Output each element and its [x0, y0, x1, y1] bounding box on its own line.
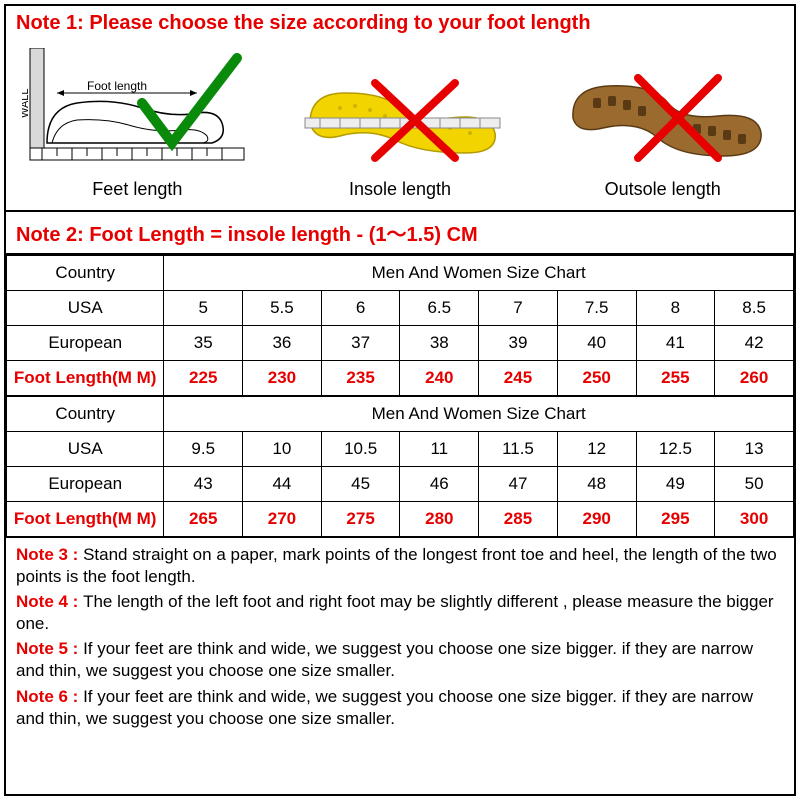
size-table-0: CountryMen And Women Size ChartUSA55.566…	[6, 255, 794, 396]
table-row: USA55.566.577.588.5	[7, 291, 794, 326]
row-label: USA	[7, 291, 164, 326]
size-cell: 8	[636, 291, 715, 326]
feet-length-illustration: WALL Fo	[22, 48, 252, 173]
size-cell: 7.5	[557, 291, 636, 326]
size-cell: 6.5	[400, 291, 479, 326]
size-cell: 225	[164, 361, 243, 396]
note-2: Note 2: Foot Length = insole length - (1…	[6, 212, 794, 255]
table-row: Foot Length(M M)225230235240245250255260	[7, 361, 794, 396]
diagram-insole: Insole length	[269, 37, 532, 210]
size-cell: 280	[400, 502, 479, 537]
outsole-label: Outsole length	[605, 179, 721, 200]
notes-block: Note 3 : Stand straight on a paper, mark…	[6, 537, 794, 739]
size-cell: 260	[715, 361, 794, 396]
size-cell: 48	[557, 467, 636, 502]
row-label: USA	[7, 432, 164, 467]
size-cell: 11.5	[479, 432, 558, 467]
size-cell: 36	[243, 326, 322, 361]
size-cell: 11	[400, 432, 479, 467]
row-label: Foot Length(M M)	[7, 361, 164, 396]
size-cell: 285	[479, 502, 558, 537]
size-cell: 44	[243, 467, 322, 502]
chart-title: Men And Women Size Chart	[164, 256, 794, 291]
size-cell: 43	[164, 467, 243, 502]
note-label: Note 3 :	[16, 545, 83, 564]
size-cell: 235	[321, 361, 400, 396]
size-cell: 12	[557, 432, 636, 467]
size-cell: 35	[164, 326, 243, 361]
row-label: European	[7, 467, 164, 502]
size-cell: 7	[479, 291, 558, 326]
insole-label: Insole length	[349, 179, 451, 200]
size-cell: 12.5	[636, 432, 715, 467]
size-cell: 5.5	[243, 291, 322, 326]
size-cell: 38	[400, 326, 479, 361]
diagram-outsole: Outsole length	[531, 37, 794, 210]
size-cell: 300	[715, 502, 794, 537]
note-label: Note 5 :	[16, 639, 83, 658]
size-cell: 245	[479, 361, 558, 396]
table-row: USA9.51010.51111.51212.513	[7, 432, 794, 467]
size-chart-container: Note 1: Please choose the size according…	[4, 4, 796, 796]
size-cell: 47	[479, 467, 558, 502]
size-cell: 42	[715, 326, 794, 361]
size-cell: 46	[400, 467, 479, 502]
country-header: Country	[7, 397, 164, 432]
size-cell: 50	[715, 467, 794, 502]
size-cell: 49	[636, 467, 715, 502]
size-cell: 13	[715, 432, 794, 467]
chart-title: Men And Women Size Chart	[164, 397, 794, 432]
size-cell: 8.5	[715, 291, 794, 326]
feet-label: Feet length	[92, 179, 182, 200]
row-label: European	[7, 326, 164, 361]
size-cell: 10.5	[321, 432, 400, 467]
size-cell: 275	[321, 502, 400, 537]
size-tables: CountryMen And Women Size ChartUSA55.566…	[6, 255, 794, 537]
table-row: European3536373839404142	[7, 326, 794, 361]
size-cell: 290	[557, 502, 636, 537]
size-cell: 10	[243, 432, 322, 467]
size-cell: 40	[557, 326, 636, 361]
note-5: Note 5 : If your feet are think and wide…	[16, 638, 784, 682]
note-label: Note 6 :	[16, 687, 83, 706]
size-cell: 240	[400, 361, 479, 396]
row-label: Foot Length(M M)	[7, 502, 164, 537]
foot-length-arrow-label: Foot length	[87, 79, 147, 93]
wall-label: WALL	[22, 88, 31, 118]
size-cell: 9.5	[164, 432, 243, 467]
table-row: European4344454647484950	[7, 467, 794, 502]
size-cell: 270	[243, 502, 322, 537]
size-cell: 255	[636, 361, 715, 396]
diagram-row: WALL Fo	[6, 37, 794, 212]
size-cell: 39	[479, 326, 558, 361]
size-cell: 265	[164, 502, 243, 537]
size-cell: 5	[164, 291, 243, 326]
insole-illustration	[290, 58, 510, 173]
note-4: Note 4 : The length of the left foot and…	[16, 591, 784, 635]
size-cell: 45	[321, 467, 400, 502]
table-row: Foot Length(M M)265270275280285290295300	[7, 502, 794, 537]
size-cell: 41	[636, 326, 715, 361]
note-label: Note 4 :	[16, 592, 83, 611]
note-6: Note 6 : If your feet are think and wide…	[16, 686, 784, 730]
outsole-illustration	[553, 58, 773, 173]
size-cell: 6	[321, 291, 400, 326]
note-3: Note 3 : Stand straight on a paper, mark…	[16, 544, 784, 588]
size-cell: 230	[243, 361, 322, 396]
diagram-feet: WALL Fo	[6, 37, 269, 210]
size-cell: 250	[557, 361, 636, 396]
size-cell: 295	[636, 502, 715, 537]
size-cell: 37	[321, 326, 400, 361]
size-table-1: CountryMen And Women Size ChartUSA9.5101…	[6, 396, 794, 537]
country-header: Country	[7, 256, 164, 291]
note-1: Note 1: Please choose the size according…	[6, 6, 794, 37]
